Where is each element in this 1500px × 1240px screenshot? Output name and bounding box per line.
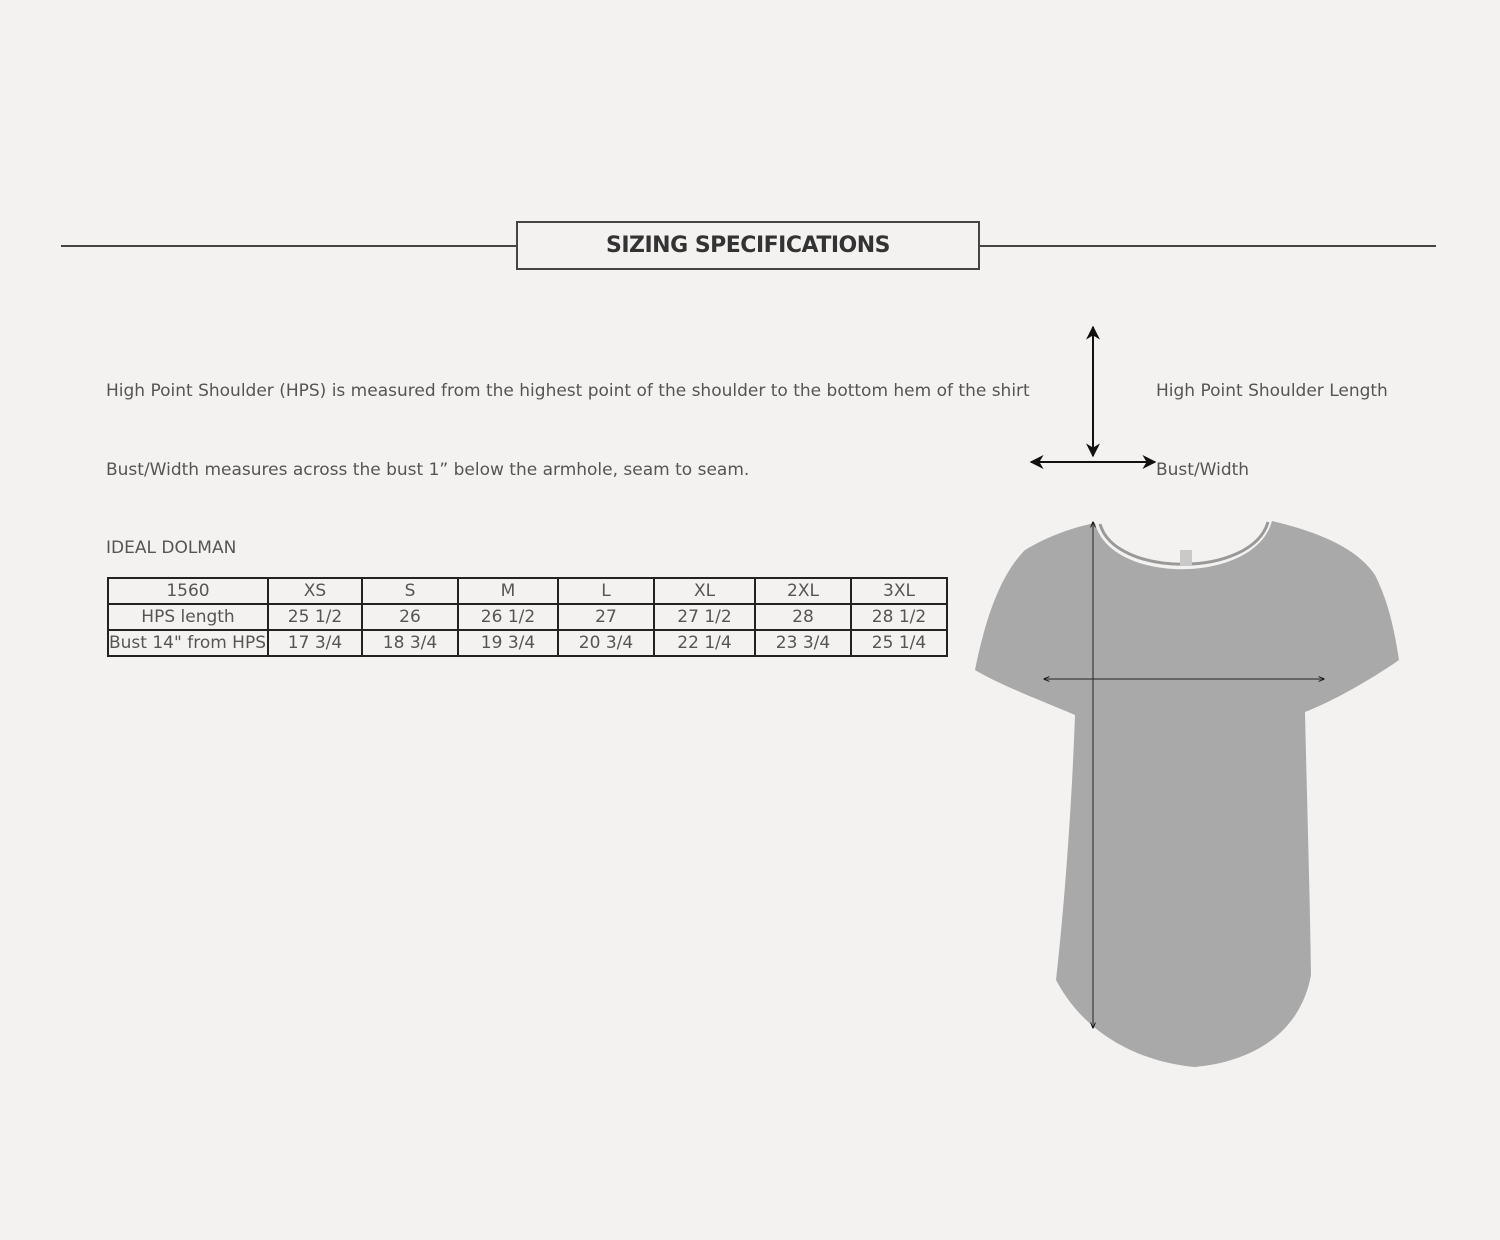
header-rule-right <box>978 245 1436 247</box>
table-cell: 25 1/4 <box>850 629 948 657</box>
table-cell: 26 1/2 <box>457 603 559 631</box>
table-cell: 28 <box>754 603 852 631</box>
header-cell: 2XL <box>754 577 852 605</box>
hps-legend-label: High Point Shoulder Length <box>1156 381 1388 401</box>
table-cell: 18 3/4 <box>361 629 459 657</box>
bust-legend-label: Bust/Width <box>1156 460 1250 480</box>
header-cell: 1560 <box>107 577 269 605</box>
table-row: HPS length 25 1/2 26 26 1/2 27 27 1/2 28… <box>107 603 948 631</box>
tshirt-label-tag <box>1180 550 1192 566</box>
header-cell: XL <box>653 577 756 605</box>
table-cell: 23 3/4 <box>754 629 852 657</box>
product-name: IDEAL DOLMAN <box>106 538 237 558</box>
table-cell: 27 1/2 <box>653 603 756 631</box>
table-row: Bust 14" from HPS 17 3/4 18 3/4 19 3/4 2… <box>107 629 948 657</box>
bust-description: Bust/Width measures across the bust 1” b… <box>106 460 750 480</box>
table-cell: 25 1/2 <box>267 603 363 631</box>
header-cell: XS <box>267 577 363 605</box>
table-cell: 19 3/4 <box>457 629 559 657</box>
table-cell: 27 <box>557 603 655 631</box>
table-cell: 26 <box>361 603 459 631</box>
table-cell: 17 3/4 <box>267 629 363 657</box>
page-title: SIZING SPECIFICATIONS <box>516 221 980 270</box>
row-label: Bust 14" from HPS <box>107 629 269 657</box>
table-cell: 28 1/2 <box>850 603 948 631</box>
tshirt-image <box>975 521 1399 1067</box>
header-cell: M <box>457 577 559 605</box>
hps-description: High Point Shoulder (HPS) is measured fr… <box>106 381 1030 401</box>
header-cell: L <box>557 577 655 605</box>
legend-arrows <box>1029 325 1157 469</box>
size-table: 1560 XS S M L XL 2XL 3XL HPS length 25 1… <box>107 577 948 657</box>
row-label: HPS length <box>107 603 269 631</box>
header-cell: 3XL <box>850 577 948 605</box>
table-cell: 22 1/4 <box>653 629 756 657</box>
table-cell: 20 3/4 <box>557 629 655 657</box>
header-cell: S <box>361 577 459 605</box>
header-rule-left <box>61 245 517 247</box>
table-header-row: 1560 XS S M L XL 2XL 3XL <box>107 577 948 605</box>
